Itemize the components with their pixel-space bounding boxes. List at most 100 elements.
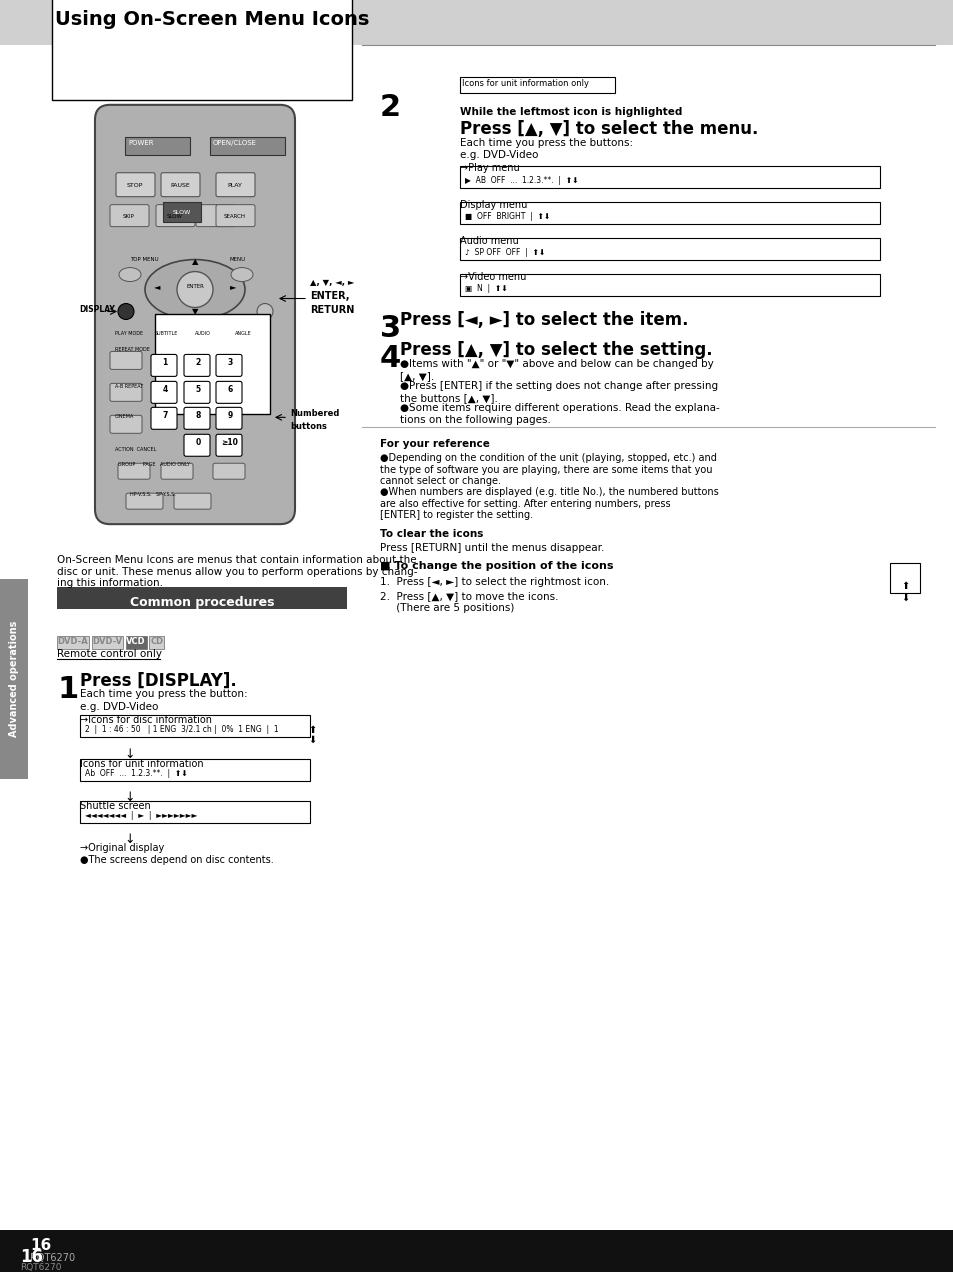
Ellipse shape <box>119 268 141 282</box>
FancyBboxPatch shape <box>95 104 294 524</box>
FancyBboxPatch shape <box>161 173 200 196</box>
FancyBboxPatch shape <box>184 381 210 404</box>
FancyBboxPatch shape <box>213 464 245 479</box>
FancyBboxPatch shape <box>161 464 193 479</box>
FancyBboxPatch shape <box>184 434 210 456</box>
Text: MENU: MENU <box>230 256 246 261</box>
Text: Each time you press the button:: Each time you press the button: <box>80 689 248 699</box>
Text: Each time you press the buttons:: Each time you press the buttons: <box>459 138 633 148</box>
Text: ●The screens depend on disc contents.: ●The screens depend on disc contents. <box>80 855 274 865</box>
Bar <box>459 166 879 187</box>
Text: Advanced operations: Advanced operations <box>9 620 19 738</box>
Bar <box>57 587 347 609</box>
Circle shape <box>177 271 213 307</box>
Bar <box>459 238 879 260</box>
Text: 4: 4 <box>379 344 401 373</box>
Bar <box>150 636 164 648</box>
Bar <box>459 76 615 93</box>
Text: ■  OFF  BRIGHT  |  ⬆⬇: ■ OFF BRIGHT | ⬆⬇ <box>464 211 550 220</box>
Text: ●Press [ENTER] if the setting does not change after pressing
the buttons [▲, ▼].: ●Press [ENTER] if the setting does not c… <box>399 381 718 403</box>
Text: ACTION  CANCEL: ACTION CANCEL <box>115 447 156 452</box>
Text: Icons for unit information: Icons for unit information <box>80 759 203 768</box>
FancyBboxPatch shape <box>151 381 177 404</box>
Text: Using On-Screen Menu Icons: Using On-Screen Menu Icons <box>55 10 369 29</box>
Text: ►: ► <box>230 282 236 290</box>
Text: SLOW: SLOW <box>167 214 183 219</box>
Text: 5: 5 <box>195 385 200 394</box>
FancyBboxPatch shape <box>110 383 142 401</box>
FancyBboxPatch shape <box>151 408 177 429</box>
Bar <box>0 1229 953 1271</box>
Text: ⬆: ⬆ <box>308 725 315 735</box>
Text: ↓: ↓ <box>125 748 135 761</box>
Text: ■ To change the position of the icons: ■ To change the position of the icons <box>379 561 613 571</box>
Bar <box>91 636 123 648</box>
FancyBboxPatch shape <box>116 173 154 196</box>
Text: 2  |  1 : 46 : 50   | 1 ENG  3/2.1 ch |  0%  1 ENG  |  1: 2 | 1 : 46 : 50 | 1 ENG 3/2.1 ch | 0% 1 … <box>85 725 278 734</box>
Bar <box>126 636 147 648</box>
Text: 7: 7 <box>162 410 168 420</box>
Text: ●When numbers are displayed (e.g. title No.), the numbered buttons
are also effe: ●When numbers are displayed (e.g. title … <box>379 487 718 520</box>
FancyBboxPatch shape <box>184 408 210 429</box>
Text: ●Depending on the condition of the unit (playing, stopped, etc.) and
the type of: ●Depending on the condition of the unit … <box>379 454 716 487</box>
Text: HP-V.S.S.   SP-Y.S.S.: HP-V.S.S. SP-Y.S.S. <box>130 492 175 497</box>
Text: ●Some items require different operations. Read the explana-
tions on the followi: ●Some items require different operations… <box>399 404 719 426</box>
Circle shape <box>118 303 133 320</box>
Text: ▼: ▼ <box>192 307 198 316</box>
FancyBboxPatch shape <box>215 173 254 196</box>
Text: OPEN/CLOSE: OPEN/CLOSE <box>213 140 256 145</box>
FancyBboxPatch shape <box>195 205 234 227</box>
Text: ENTER,: ENTER, <box>310 290 349 301</box>
Text: Press [RETURN] until the menus disappear.: Press [RETURN] until the menus disappear… <box>379 543 604 553</box>
Text: ↓: ↓ <box>125 791 135 804</box>
Text: TOP MENU: TOP MENU <box>130 256 158 261</box>
Text: →Icons for disc information: →Icons for disc information <box>80 715 212 725</box>
Text: A-B REPEAT: A-B REPEAT <box>115 385 143 390</box>
Text: 1: 1 <box>162 358 168 367</box>
Text: PLAY MODE: PLAY MODE <box>115 331 143 336</box>
Text: Ab  OFF  ...  1.2.3.**.  |  ⬆⬇: Ab OFF ... 1.2.3.**. | ⬆⬇ <box>85 768 188 777</box>
Text: AUDIO: AUDIO <box>194 331 211 336</box>
Text: While the leftmost icon is highlighted: While the leftmost icon is highlighted <box>459 107 681 117</box>
Text: 6: 6 <box>227 385 233 394</box>
Text: ●Items with "▲" or "▼" above and below can be changed by
[▲, ▼].: ●Items with "▲" or "▼" above and below c… <box>399 359 713 381</box>
Text: e.g. DVD-Video: e.g. DVD-Video <box>459 150 537 159</box>
Text: Icons for unit information only: Icons for unit information only <box>461 79 588 88</box>
Circle shape <box>256 303 273 320</box>
FancyBboxPatch shape <box>156 205 194 227</box>
Bar <box>0 580 28 778</box>
Text: DISPLAY: DISPLAY <box>79 304 115 313</box>
Text: ANGLE: ANGLE <box>234 331 252 336</box>
Text: ↓: ↓ <box>125 833 135 846</box>
Text: REPEAT MODE: REPEAT MODE <box>115 348 150 353</box>
Bar <box>52 0 352 99</box>
FancyBboxPatch shape <box>126 493 163 510</box>
Bar <box>154 315 270 414</box>
Text: SEARCH: SEARCH <box>224 214 246 219</box>
FancyBboxPatch shape <box>215 381 242 404</box>
Text: →Original display: →Original display <box>80 842 164 852</box>
Text: Display menu: Display menu <box>459 200 527 210</box>
Text: ◄: ◄ <box>153 282 160 290</box>
Text: For your reference: For your reference <box>379 440 489 450</box>
Text: 1: 1 <box>57 675 78 705</box>
FancyBboxPatch shape <box>118 464 150 479</box>
Bar <box>163 201 201 222</box>
Ellipse shape <box>231 268 253 282</box>
Text: RQT6270: RQT6270 <box>30 1252 75 1263</box>
Text: ▲: ▲ <box>192 257 198 266</box>
Text: 9: 9 <box>227 410 233 420</box>
Text: ⬇: ⬇ <box>900 592 908 603</box>
Text: ▲, ▼, ◄, ►: ▲, ▼, ◄, ► <box>310 278 354 287</box>
Bar <box>210 136 285 154</box>
Text: SUBTITLE: SUBTITLE <box>154 331 178 336</box>
Text: 0: 0 <box>195 438 200 447</box>
Text: →Play menu: →Play menu <box>459 163 519 173</box>
Text: ≥10: ≥10 <box>221 438 238 447</box>
Ellipse shape <box>145 260 245 320</box>
Text: Common procedures: Common procedures <box>130 596 274 609</box>
Bar <box>125 136 190 154</box>
Text: Remote control only: Remote control only <box>57 648 162 659</box>
Text: To clear the icons: To clear the icons <box>379 529 483 539</box>
Bar <box>80 800 310 823</box>
